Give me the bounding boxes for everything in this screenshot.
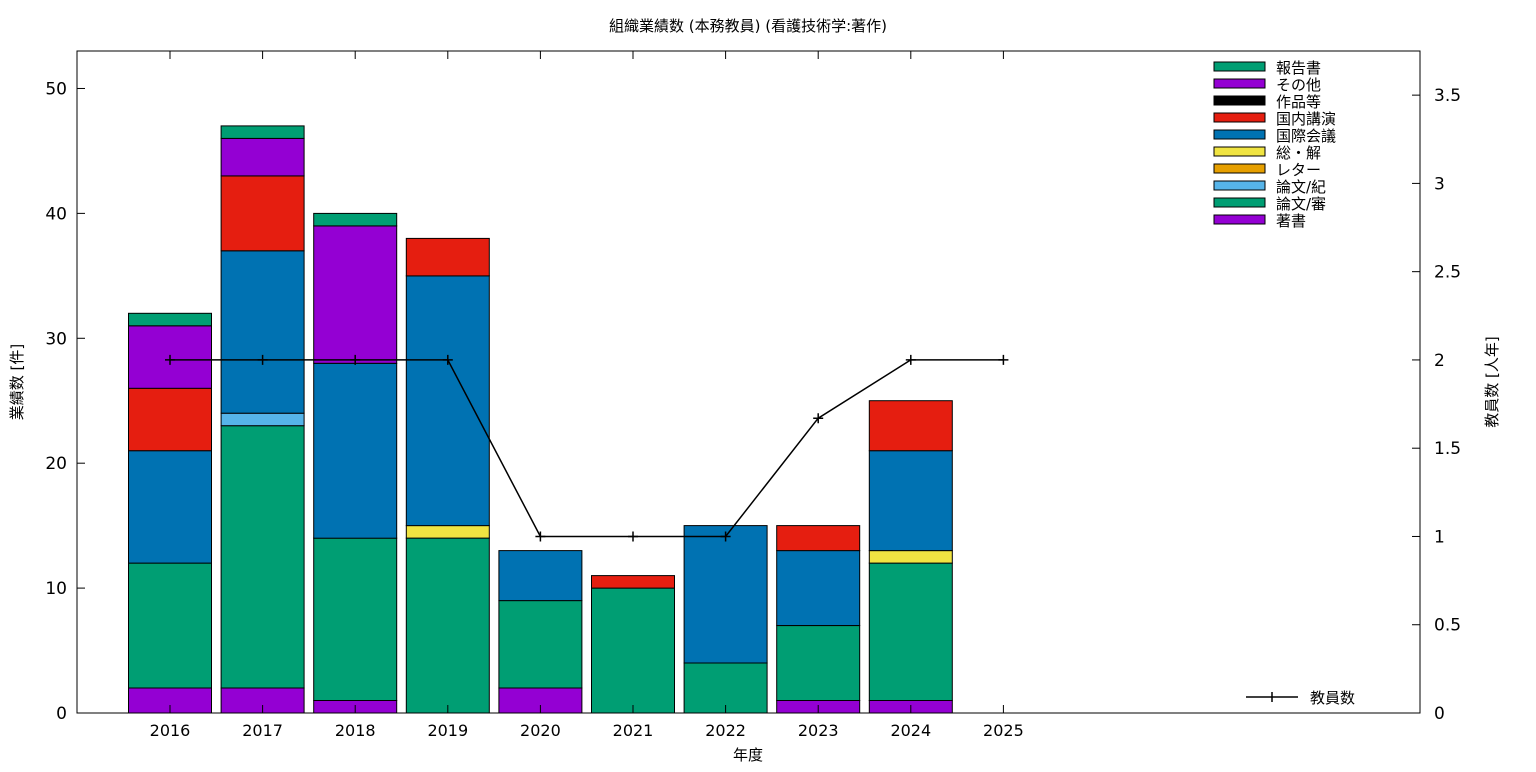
bar-segment — [313, 225, 398, 364]
faculty-count-point — [628, 531, 638, 542]
bar-segment — [220, 425, 305, 689]
bar-segment — [220, 412, 305, 427]
legend-label-line: 教員数 — [1310, 689, 1355, 707]
y2-tick-label: 0.5 — [1434, 616, 1461, 636]
legend-label: 国際会議 — [1276, 127, 1336, 145]
bar-segment — [776, 625, 861, 701]
bar-segment — [220, 125, 305, 139]
x-tick-label: 2016 — [150, 721, 191, 740]
legend-label: 論文/審 — [1276, 195, 1326, 213]
bar-segment — [128, 387, 212, 452]
x-tick-label: 2020 — [520, 721, 561, 740]
bar-segment — [313, 212, 398, 227]
bar-segment — [776, 525, 861, 552]
bar-segment — [591, 575, 675, 589]
bar-segment — [220, 250, 305, 414]
plot-frame — [76, 50, 1421, 714]
y-tick-label: 0 — [56, 704, 67, 724]
faculty-count-point — [442, 354, 453, 365]
faculty-count-point — [350, 354, 361, 365]
plot-area: 0 10 20 30 40 50 0 0.5 1 1.5 2 2.5 3 3.5 2016 2017 2018 2… — [45, 50, 1461, 740]
legend-label: レター — [1276, 161, 1321, 179]
bar-segment — [220, 137, 305, 177]
x-tick-label: 2018 — [335, 721, 376, 740]
x-tick-label: 2021 — [613, 721, 654, 740]
bar-segment — [868, 450, 953, 552]
legend-swatch — [1213, 163, 1266, 174]
legend-label: 総・解 — [1276, 144, 1321, 162]
legend-label: 報告書 — [1276, 59, 1321, 77]
faculty-count-point — [535, 531, 546, 542]
bar-segment — [868, 400, 953, 452]
bar-segment — [128, 450, 212, 564]
x-tick-label: 2023 — [798, 721, 839, 740]
y2-axis-label: 教員数 [人年] — [1483, 336, 1501, 427]
bar-segment — [128, 562, 212, 689]
y-tick-label: 10 — [45, 579, 67, 599]
faculty-count-point — [165, 354, 175, 365]
y-tick-label: 30 — [45, 329, 67, 349]
bar-segment — [128, 312, 212, 327]
legend-label: その他 — [1276, 76, 1321, 94]
y2-tick-label: 3 — [1434, 174, 1445, 194]
legend-swatch — [1213, 112, 1266, 123]
y2-tick-label: 1 — [1434, 527, 1445, 547]
legend-swatch — [1213, 78, 1266, 89]
legend-swatch — [1213, 214, 1266, 225]
x-tick-label: 2017 — [242, 721, 283, 740]
bar-segment — [220, 175, 305, 252]
bar-segment — [498, 550, 583, 602]
legend-label: 論文/紀 — [1276, 178, 1326, 196]
legend-swatch — [1213, 129, 1266, 140]
y-tick-label: 40 — [45, 204, 67, 224]
y2-tick-label: 3.5 — [1434, 86, 1461, 106]
y-axis-label: 業績数 [件] — [8, 344, 26, 420]
faculty-count-point — [813, 413, 824, 424]
x-tick-label: 2024 — [890, 721, 931, 740]
y2-tick-label: 2.5 — [1434, 263, 1461, 283]
bar-segment — [405, 525, 490, 539]
bar-segment — [313, 537, 398, 701]
bar-segment — [405, 275, 490, 527]
bar-segment — [405, 537, 490, 714]
legend-swatch — [1213, 146, 1266, 157]
bar-segment — [868, 550, 953, 564]
y2-tick-label: 0 — [1434, 704, 1445, 724]
legend-swatch — [1213, 197, 1266, 208]
bar-segment — [776, 550, 861, 626]
bar-segment — [868, 562, 953, 701]
y2-tick-label: 1.5 — [1434, 439, 1461, 459]
legend-label: 作品等 — [1276, 93, 1321, 111]
bar-segment — [405, 237, 490, 277]
bar-segment — [313, 362, 398, 539]
faculty-count-line — [170, 359, 1004, 538]
faculty-count-point — [998, 354, 1009, 365]
y-tick-label: 50 — [45, 79, 67, 99]
legend-swatch — [1213, 180, 1266, 191]
bar-segment — [498, 600, 583, 689]
legend-label: 国内講演 — [1276, 110, 1336, 128]
chart-title: 組織業績数 (本務教員) (看護技術学:著作) — [609, 17, 887, 35]
legend-swatch — [1213, 61, 1266, 72]
x-tick-label: 2022 — [705, 721, 746, 740]
x-tick-label: 2025 — [983, 721, 1024, 740]
bar-segment — [591, 587, 675, 714]
faculty-count-point — [905, 354, 916, 365]
x-axis-label: 年度 — [733, 746, 763, 764]
y2-tick-label: 2 — [1434, 351, 1445, 371]
faculty-count-point — [720, 531, 731, 542]
legend-label: 著書 — [1276, 212, 1306, 230]
y-tick-label: 20 — [45, 454, 67, 474]
bar-segment — [683, 525, 768, 664]
x-tick-label: 2019 — [427, 721, 468, 740]
legend-swatch — [1213, 95, 1266, 106]
faculty-count-point — [257, 354, 268, 365]
